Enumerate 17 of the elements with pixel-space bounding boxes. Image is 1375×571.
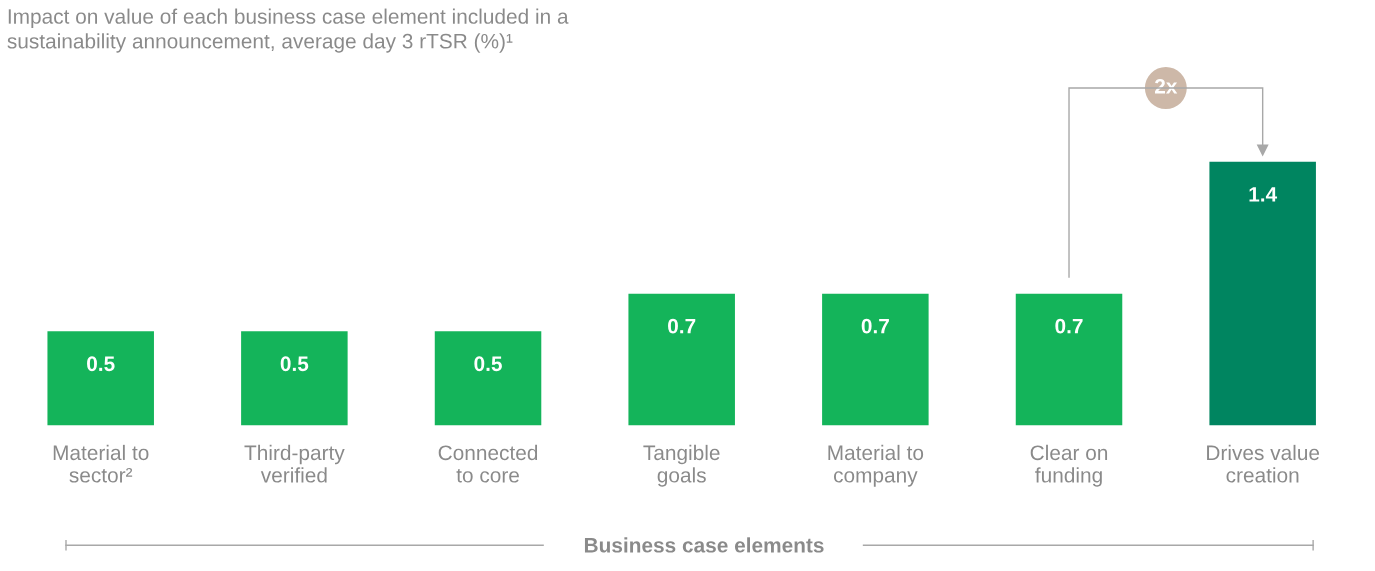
x-tick-label: Material to sector² bbox=[53, 444, 149, 483]
chart-title: Impact on value of each business case element included in a sustainability announcement, average day 3 rTSR (%)¹ bbox=[7, 8, 569, 53]
x-tick-label: Tangible goals bbox=[643, 444, 720, 487]
data-label: 0.7 bbox=[1055, 318, 1083, 334]
data-label: 0.7 bbox=[861, 318, 889, 334]
x-tick-label: Connected to core bbox=[438, 444, 538, 483]
x-tick-label: Clear on funding bbox=[1030, 444, 1108, 487]
x-tick-label: Drives value creation bbox=[1207, 444, 1320, 483]
data-label: 0.7 bbox=[668, 318, 696, 334]
x-tick-label: Third-party verified bbox=[244, 444, 345, 483]
text: 2x bbox=[1154, 78, 1178, 94]
data-label: 0.5 bbox=[280, 356, 309, 372]
x-axis-title: Business case elements bbox=[584, 537, 824, 553]
data-label: 0.5 bbox=[87, 356, 115, 372]
x-tick-label: Material to company bbox=[828, 444, 924, 487]
data-label: 1.4 bbox=[1249, 187, 1278, 202]
data-label: 0.5 bbox=[474, 356, 502, 372]
